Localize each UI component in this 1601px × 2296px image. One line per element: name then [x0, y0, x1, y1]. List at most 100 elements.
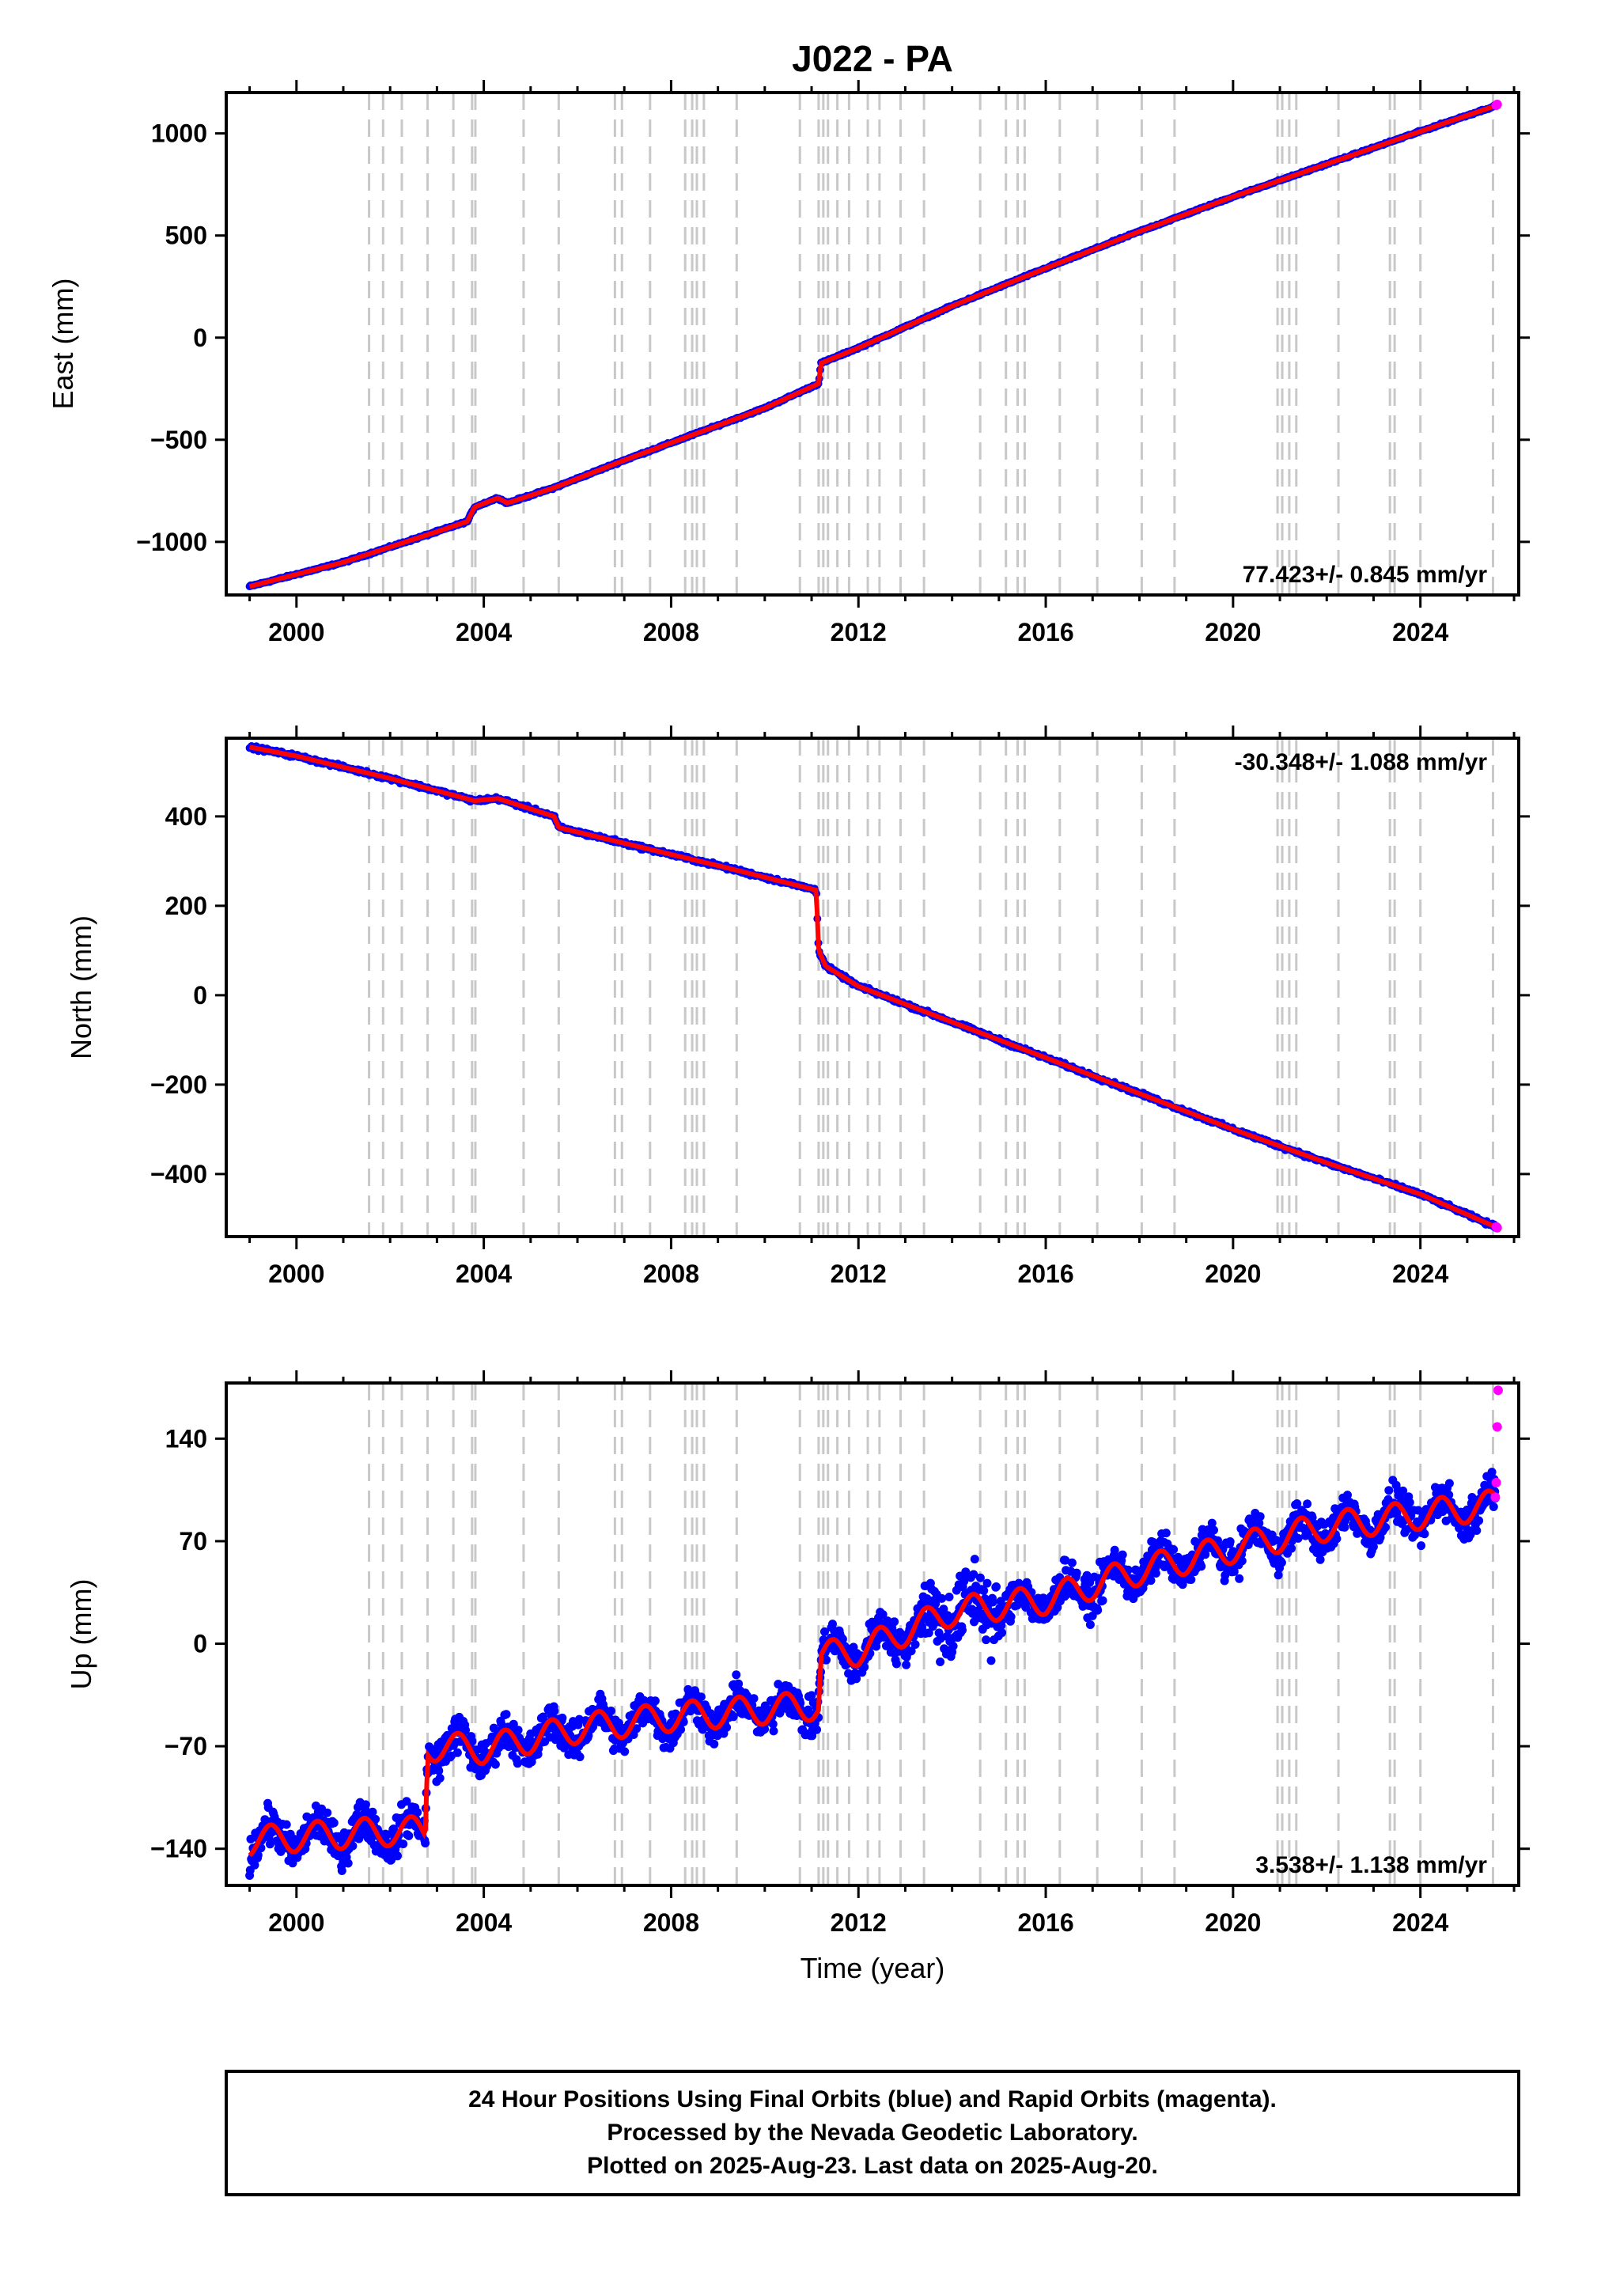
final-orbit-point: [1072, 1568, 1081, 1578]
final-orbit-point: [1303, 1499, 1312, 1509]
final-orbit-point: [979, 1586, 989, 1595]
final-orbit-point: [1368, 1542, 1378, 1552]
final-orbit-point: [607, 1707, 615, 1715]
final-orbit-point: [1197, 1562, 1206, 1571]
final-orbit-point: [1118, 1550, 1127, 1559]
final-orbit-point: [1235, 1574, 1244, 1583]
x-tick-label: 2008: [643, 618, 699, 646]
x-tick-label: 2004: [456, 1260, 512, 1288]
final-orbit-point: [1006, 1612, 1016, 1621]
final-orbit-point: [1315, 1555, 1325, 1564]
final-orbit-point: [1110, 1545, 1119, 1555]
final-orbit-point: [1098, 1596, 1107, 1605]
final-orbit-point: [343, 1858, 353, 1868]
north-ylabel: North (mm): [65, 915, 97, 1059]
x-tick-label: 2012: [831, 618, 887, 646]
final-orbit-point: [749, 1694, 759, 1703]
final-orbit-point: [1146, 1576, 1156, 1586]
final-orbit-point: [501, 1710, 511, 1719]
east-rate-label: 77.423+/- 0.845 mm/yr: [1243, 562, 1488, 588]
y-tick-label: 200: [165, 892, 207, 920]
final-orbit-point: [1287, 1544, 1296, 1553]
final-orbit-point: [1093, 1605, 1103, 1615]
y-tick-label: −400: [150, 1160, 207, 1188]
final-orbit-point: [729, 1712, 738, 1722]
final-orbit-point: [513, 1726, 523, 1735]
north-data: [245, 742, 1502, 1233]
final-orbit-point: [1169, 1545, 1179, 1554]
up-data: [245, 1385, 1503, 1880]
x-tick-label: 2016: [1017, 1260, 1073, 1288]
x-tick-label: 2008: [643, 1260, 699, 1288]
x-tick-label: 2000: [268, 618, 324, 646]
final-orbit-point: [282, 1820, 291, 1829]
final-orbit-point: [992, 1582, 1001, 1591]
final-orbit-point: [490, 1760, 500, 1769]
final-orbit-point: [337, 1866, 346, 1875]
x-tick-label: 2012: [831, 1260, 887, 1288]
final-orbit-point: [988, 1597, 997, 1607]
final-orbit-point: [558, 1713, 567, 1722]
final-orbit-point: [944, 1593, 954, 1601]
final-orbit-point: [902, 1660, 911, 1669]
final-orbit-point: [361, 1800, 370, 1809]
final-orbit-point: [710, 1739, 719, 1749]
final-orbit-point: [1420, 1529, 1429, 1539]
y-tick-label: 400: [165, 802, 207, 831]
y-tick-label: −200: [150, 1070, 207, 1099]
final-orbit-point: [732, 1670, 741, 1680]
final-orbit-point: [891, 1659, 901, 1669]
final-orbit-point: [1209, 1525, 1218, 1535]
final-orbit-point: [986, 1656, 996, 1665]
final-orbit-point: [936, 1658, 945, 1666]
final-orbit-point: [452, 1748, 462, 1757]
final-orbit-point: [1161, 1529, 1171, 1538]
y-tick-label: 500: [165, 222, 207, 250]
final-orbit-point: [575, 1752, 585, 1762]
final-orbit-point: [650, 1696, 660, 1706]
x-tick-label: 2020: [1205, 1260, 1261, 1288]
final-orbit-point: [393, 1851, 402, 1861]
north-rate-label: -30.348+/- 1.088 mm/yr: [1235, 749, 1488, 775]
north-ticks: 2000 2004 2008 2012 2016 2020 2024−400−2000200…: [150, 726, 1530, 1288]
final-orbit-point: [513, 1759, 522, 1768]
x-tick-label: 2024: [1392, 1260, 1448, 1288]
final-orbit-point: [890, 1617, 899, 1627]
final-orbit-point: [323, 1808, 332, 1817]
y-tick-label: −500: [150, 426, 207, 454]
final-orbit-point: [550, 1707, 559, 1715]
y-tick-label: 0: [193, 981, 207, 1010]
final-orbit-point: [948, 1642, 958, 1650]
final-orbit-point: [1085, 1620, 1095, 1629]
final-orbit-point: [1384, 1486, 1394, 1495]
north-panel: 2000 2004 2008 2012 2016 2020 2024−400−2000200…: [65, 726, 1530, 1288]
final-orbit-point: [1151, 1569, 1160, 1578]
x-tick-label: 2024: [1392, 618, 1448, 646]
final-orbit-point: [910, 1640, 920, 1649]
final-orbit-point: [1255, 1512, 1265, 1521]
final-orbit-point: [975, 1573, 985, 1582]
up-panel: 2000 2004 2008 2012 2016 2020 2024−140−7007014…: [65, 1370, 1530, 1937]
rapid-orbit-point: [1492, 99, 1502, 109]
rapid-orbit-point: [1492, 1222, 1502, 1233]
x-tick-label: 2020: [1205, 618, 1261, 646]
final-orbit-point: [1405, 1498, 1414, 1507]
final-orbit-point: [937, 1593, 947, 1603]
east-ylabel: East (mm): [47, 278, 79, 410]
final-orbit-point: [696, 1692, 706, 1702]
final-orbit-point: [620, 1747, 630, 1756]
final-orbit-point: [1067, 1558, 1077, 1567]
final-orbit-point: [812, 1725, 821, 1734]
final-orbit-point: [421, 1839, 430, 1848]
final-orbit-point: [807, 1691, 816, 1700]
east-data: [245, 99, 1502, 591]
final-orbit-point: [404, 1831, 414, 1840]
final-orbit-point: [434, 1766, 444, 1775]
final-orbit-point: [399, 1839, 408, 1849]
final-orbit-point: [769, 1726, 778, 1736]
final-orbit-point: [1187, 1575, 1196, 1584]
final-orbit-point: [982, 1578, 992, 1588]
final-orbit-point: [1332, 1534, 1342, 1544]
x-tick-label: 2016: [1017, 618, 1073, 646]
